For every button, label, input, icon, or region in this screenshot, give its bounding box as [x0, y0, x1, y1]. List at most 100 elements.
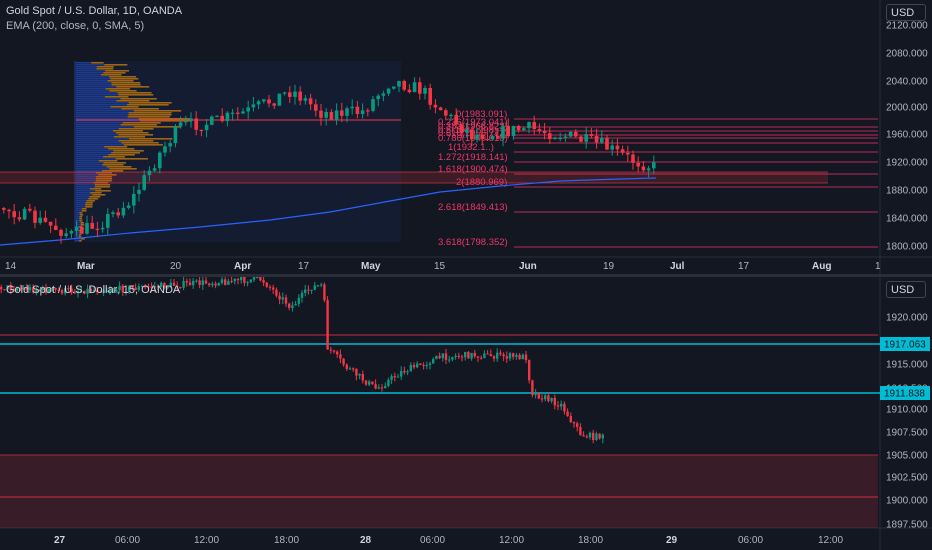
volume-profile-bar-down	[118, 94, 154, 96]
daily-candle-down	[407, 89, 412, 93]
intraday-candle-down	[380, 387, 384, 389]
fib-level-label: 1.272(1918.141)	[438, 152, 508, 163]
volume-profile-bar-down	[79, 220, 83, 222]
intraday-candle-up	[316, 285, 320, 287]
daily-candle-up	[178, 122, 183, 127]
intraday-candle-down	[262, 280, 265, 283]
intraday-candle-up	[483, 353, 486, 358]
intraday-symbol-legend[interactable]: Gold Spot / U.S. Dollar, 15, OANDA	[6, 284, 181, 296]
volume-profile-bar-up	[76, 176, 96, 178]
intraday-candle-up	[448, 359, 451, 361]
intraday-candle-up	[544, 395, 547, 400]
volume-profile-bar-down	[128, 112, 172, 114]
intraday-candle-up	[182, 281, 185, 288]
volume-profile-bar-down	[100, 74, 122, 76]
intraday-candle-down	[179, 287, 182, 289]
volume-profile-bar-up	[76, 96, 105, 98]
volume-profile-bar-up	[76, 232, 80, 234]
daily-candle-up	[106, 214, 110, 228]
fib-level-label: 2(1880.969)	[456, 177, 507, 188]
intraday-candle-down	[492, 356, 496, 359]
intraday-candle-down	[134, 287, 137, 290]
intraday-candle-up	[246, 282, 249, 284]
daily-price-tick: 1880.000	[886, 186, 928, 197]
volume-profile-bar-down	[123, 144, 163, 146]
daily-candle-up	[152, 168, 157, 171]
volume-profile-bar-up	[76, 236, 79, 238]
intraday-candle-down	[566, 411, 569, 417]
intraday-chart-canvas[interactable]: 1920.0001915.0001912.5001910.0001907.500…	[0, 277, 932, 550]
daily-candle-up	[225, 112, 230, 122]
volume-profile-bar-up	[76, 154, 109, 156]
daily-chart-pane[interactable]: 0(1983.091) 0.236(1973.041) 0.382(1966.823…	[0, 0, 932, 274]
daily-candle-up	[132, 194, 136, 206]
daily-candle-up	[386, 88, 391, 94]
intraday-currency-button[interactable]: USD	[886, 281, 926, 298]
volume-profile-bar-down	[104, 146, 128, 148]
daily-candle-down	[574, 131, 578, 137]
daily-candle-down	[470, 129, 474, 140]
volume-profile-bar-up	[76, 170, 102, 172]
intraday-candle-down	[268, 286, 272, 288]
intraday-candle-up	[464, 351, 467, 358]
intraday-candle-up	[249, 279, 252, 283]
daily-candle-down	[28, 208, 32, 211]
intraday-candle-down	[60, 290, 64, 294]
daily-currency-button[interactable]: USD	[886, 4, 926, 21]
intraday-candle-down	[486, 353, 489, 355]
volume-profile-bar-down	[109, 168, 137, 170]
daily-price-tick: 2080.000	[886, 49, 928, 60]
intraday-candle-down	[3, 289, 6, 291]
volume-profile-bar-down	[103, 72, 126, 74]
daily-candle-up	[137, 189, 141, 195]
pane-separator[interactable]	[0, 274, 932, 277]
intraday-candle-down	[403, 370, 406, 373]
daily-candle-down	[59, 229, 63, 236]
volume-profile-bar-up	[76, 224, 81, 226]
intraday-candle-up	[35, 290, 38, 293]
intraday-candle-down	[57, 289, 60, 291]
daily-time-tick: Apr	[234, 261, 251, 272]
daily-symbol-legend[interactable]: Gold Spot / U.S. Dollar, 1D, OANDA	[6, 5, 183, 17]
daily-candle-up	[501, 125, 505, 139]
intraday-candle-up	[441, 353, 444, 359]
volume-profile-bar-down	[85, 206, 93, 208]
volume-profile-bar-up	[76, 142, 122, 144]
intraday-candle-down	[275, 289, 278, 296]
volume-profile-bar-up	[76, 190, 96, 192]
intraday-candle-down	[355, 368, 358, 376]
daily-candle-up	[293, 91, 297, 97]
daily-candle-up	[646, 168, 651, 171]
intraday-candle-down	[598, 433, 601, 439]
daily-candle-up	[324, 112, 328, 118]
daily-candle-down	[267, 99, 271, 104]
intraday-candle-up	[48, 289, 51, 293]
volume-profile-bar-down	[113, 150, 144, 152]
daily-price-tick: 2000.000	[886, 103, 928, 114]
intraday-demand-zone	[0, 455, 878, 528]
intraday-candle-down	[339, 354, 342, 359]
daily-candle-down	[366, 110, 370, 112]
fib-level-label: 0.236(1973.041)	[438, 117, 508, 128]
volume-profile-bar-down	[111, 84, 141, 86]
intraday-chart-pane[interactable]: 1920.0001915.0001912.5001910.0001907.500…	[0, 277, 932, 550]
intraday-candle-up	[320, 284, 323, 286]
volume-profile-bar-down	[120, 98, 157, 100]
daily-candle-up	[147, 170, 152, 176]
intraday-candle-up	[108, 290, 112, 292]
intraday-candle-up	[368, 381, 371, 385]
volume-profile-bar-down	[106, 166, 132, 168]
daily-candle-up	[215, 115, 219, 118]
intraday-candle-down	[144, 286, 147, 288]
ema-indicator-legend[interactable]: EMA (200, close, 0, SMA, 5)	[6, 20, 145, 32]
intraday-candle-down	[563, 403, 566, 412]
daily-chart-canvas[interactable]: 0(1983.091)0.236(1973.041)0.382(1966.823…	[0, 0, 932, 274]
daily-candle-up	[38, 217, 42, 223]
daily-candle-up	[392, 86, 396, 89]
volume-profile-bar-up	[76, 118, 139, 120]
daily-candle-up	[111, 212, 115, 215]
daily-candle-up	[100, 227, 105, 230]
daily-price-tick: 1840.000	[886, 214, 928, 225]
daily-time-tick: Jul	[670, 261, 685, 272]
intraday-candle-up	[137, 286, 140, 290]
